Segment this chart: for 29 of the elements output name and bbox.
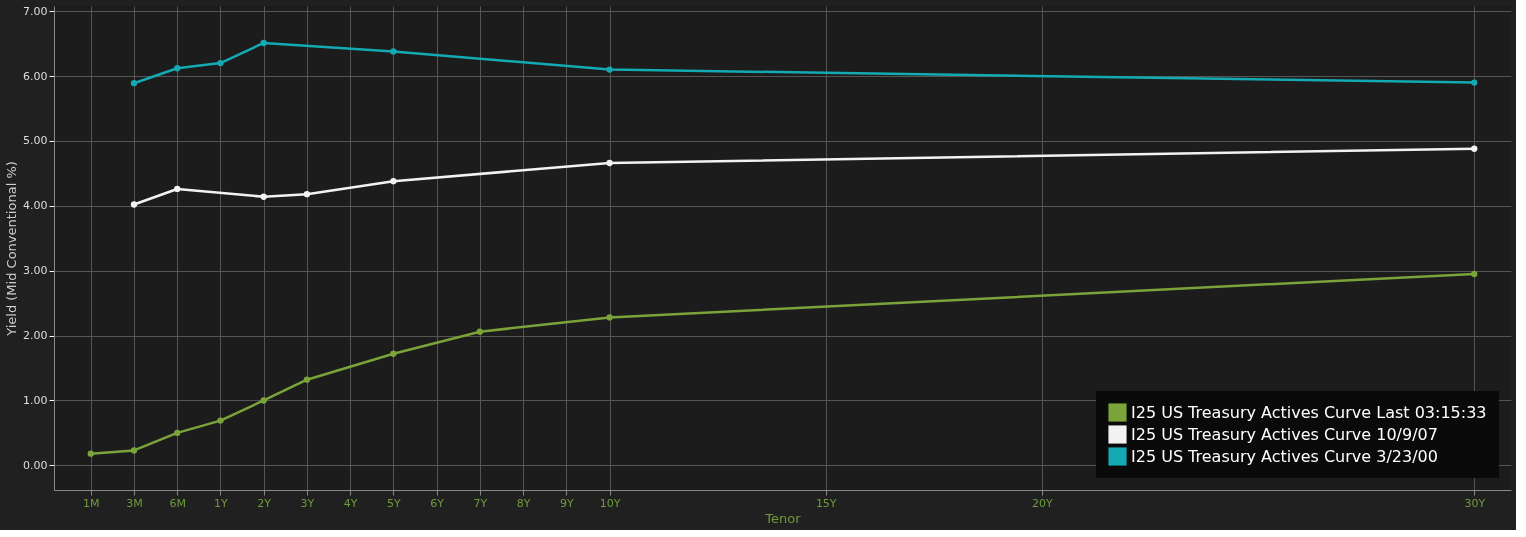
- x-tick-label: 10Y: [599, 496, 621, 510]
- x-tick-label: 2Y: [257, 496, 272, 510]
- y-tick-label: 0.00: [23, 458, 48, 472]
- x-tick-label: 6Y: [430, 496, 445, 510]
- legend-label: I25 US Treasury Actives Curve 3/23/00: [1131, 446, 1438, 466]
- x-tick-label: 1Y: [214, 496, 229, 510]
- x-axis-title: Tenor: [764, 510, 802, 526]
- y-tick-label: 1.00: [23, 393, 48, 407]
- legend-label: I25 US Treasury Actives Curve Last 03:15:33: [1131, 402, 1487, 422]
- x-tick-label: 20Y: [1032, 496, 1054, 510]
- y-tick-label: 4.00: [23, 199, 48, 213]
- legend-label: I25 US Treasury Actives Curve 10/9/07: [1131, 424, 1438, 444]
- x-tick-label: 9Y: [559, 496, 574, 510]
- y-tick-label: 3.00: [23, 264, 48, 278]
- x-tick-label: 6M: [169, 496, 186, 510]
- y-tick-label: 5.00: [23, 134, 48, 148]
- y-tick-label: 2.00: [23, 329, 48, 343]
- x-tick-label: 8Y: [516, 496, 531, 510]
- x-tick-label: 4Y: [343, 496, 358, 510]
- y-tick-label: 7.00: [23, 4, 48, 18]
- x-tick-label: 1M: [83, 496, 100, 510]
- x-tick-label: 30Y: [1464, 496, 1486, 510]
- y-tick-label: 6.00: [23, 69, 48, 83]
- x-tick-label: 5Y: [387, 496, 402, 510]
- x-tick-label: 3Y: [300, 496, 315, 510]
- y-axis-title: Yield (Mid Conventional %): [4, 161, 20, 337]
- x-tick-label: 15Y: [815, 496, 837, 510]
- x-tick-label: 3M: [126, 496, 143, 510]
- x-tick-label: 7Y: [473, 496, 488, 510]
